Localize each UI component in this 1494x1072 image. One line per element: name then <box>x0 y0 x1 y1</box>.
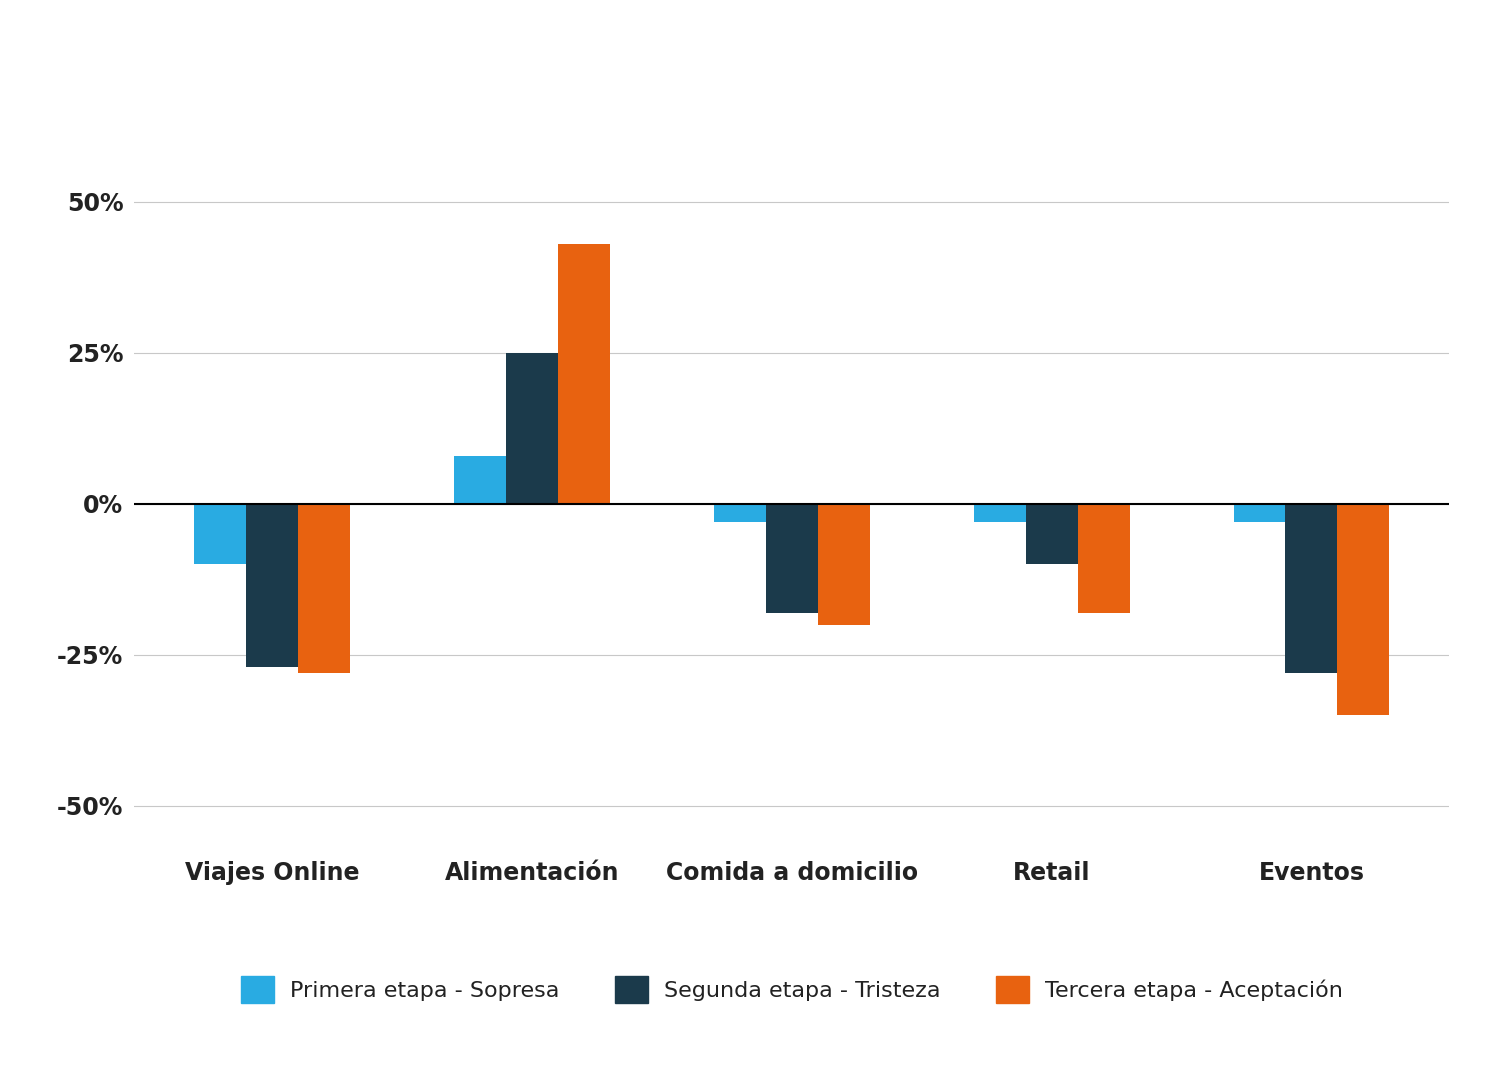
Bar <box>1285 504 1337 673</box>
Bar <box>766 504 817 612</box>
Bar <box>557 244 610 504</box>
Bar <box>247 504 299 667</box>
Bar <box>299 504 350 673</box>
Bar <box>1077 504 1129 612</box>
Bar <box>506 353 557 504</box>
Bar <box>194 504 247 564</box>
Bar <box>1337 504 1389 715</box>
Bar <box>454 456 506 504</box>
Bar <box>1234 504 1285 522</box>
Legend: Primera etapa - Sopresa, Segunda etapa - Tristeza, Tercera etapa - Aceptación: Primera etapa - Sopresa, Segunda etapa -… <box>232 967 1352 1012</box>
Bar <box>1026 504 1077 564</box>
Bar <box>974 504 1026 522</box>
Bar <box>714 504 766 522</box>
Bar <box>817 504 870 625</box>
